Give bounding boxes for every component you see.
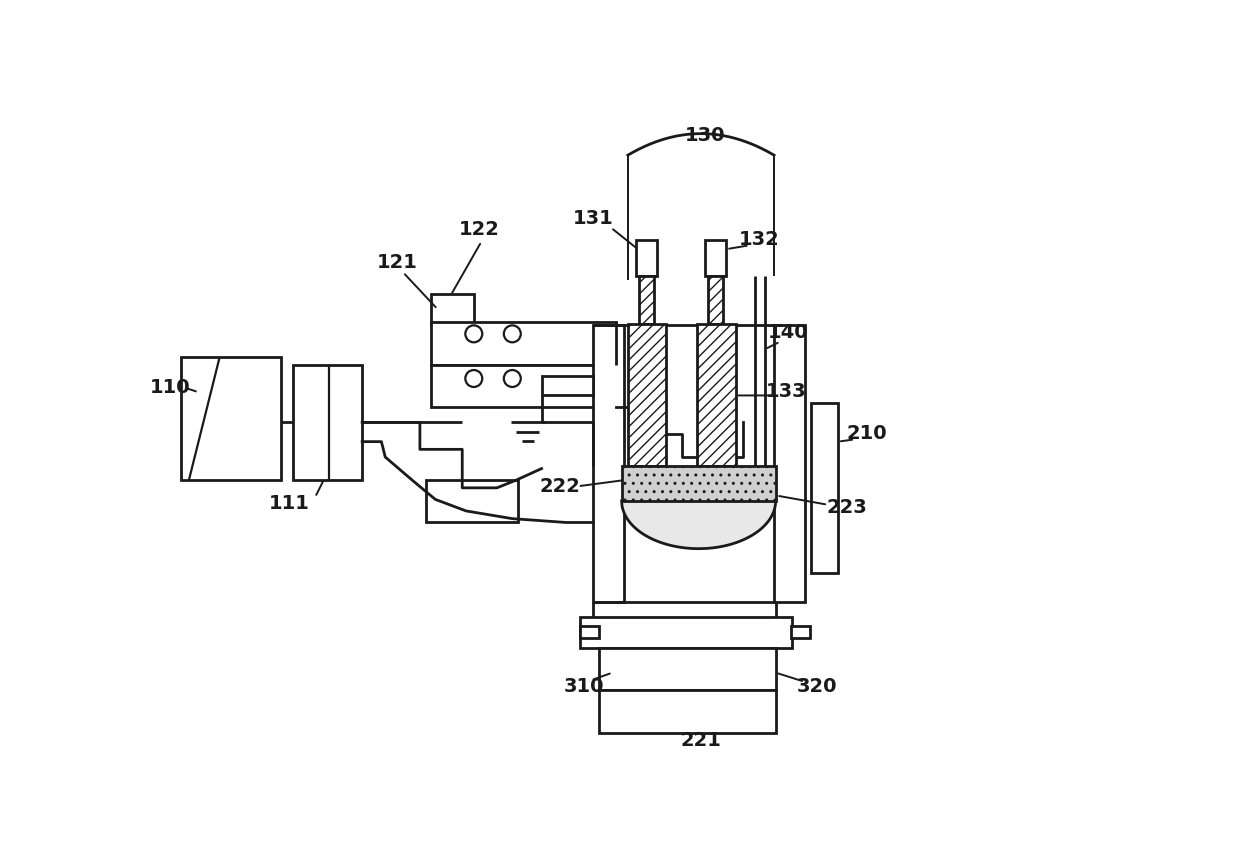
Text: 140: 140 [768, 323, 808, 342]
Text: 121: 121 [377, 253, 417, 272]
Bar [639, 276, 653, 324]
Bar [432, 322, 616, 364]
Bar [181, 357, 281, 480]
Bar [811, 403, 838, 572]
Polygon shape [621, 501, 776, 548]
Text: 223: 223 [827, 498, 868, 517]
Text: 222: 222 [539, 476, 580, 496]
Text: 132: 132 [738, 231, 779, 249]
Text: 310: 310 [564, 677, 604, 696]
Bar [599, 648, 776, 691]
Bar [599, 691, 776, 733]
Text: 320: 320 [796, 677, 837, 696]
Bar [697, 324, 735, 466]
Bar [621, 466, 776, 501]
Text: 221: 221 [681, 731, 722, 750]
Text: 133: 133 [765, 382, 806, 401]
Bar [542, 376, 593, 395]
Text: 130: 130 [684, 126, 725, 145]
Text: 110: 110 [149, 378, 190, 398]
Bar [708, 276, 723, 324]
Bar [593, 325, 624, 602]
Bar [704, 240, 727, 276]
Bar [774, 325, 805, 602]
Text: 131: 131 [573, 209, 614, 228]
Bar [635, 240, 657, 276]
Bar [627, 324, 666, 466]
Bar [580, 626, 599, 638]
Text: 210: 210 [846, 424, 887, 443]
Bar [580, 617, 792, 648]
Text: 122: 122 [459, 220, 500, 239]
Bar [432, 364, 616, 407]
Bar [293, 364, 362, 480]
Text: 111: 111 [269, 494, 310, 512]
Bar [432, 294, 474, 325]
Bar [791, 626, 810, 638]
Bar [427, 480, 518, 523]
